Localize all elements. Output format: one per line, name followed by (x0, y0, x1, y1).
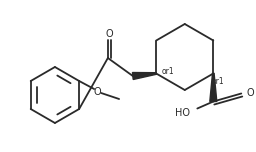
Text: HO: HO (175, 107, 190, 117)
Text: O: O (93, 87, 101, 97)
Text: or1: or1 (161, 67, 174, 76)
Text: O: O (105, 29, 113, 39)
Text: or1: or1 (211, 76, 224, 85)
Text: O: O (246, 88, 254, 98)
Polygon shape (210, 74, 217, 102)
Polygon shape (132, 73, 156, 79)
